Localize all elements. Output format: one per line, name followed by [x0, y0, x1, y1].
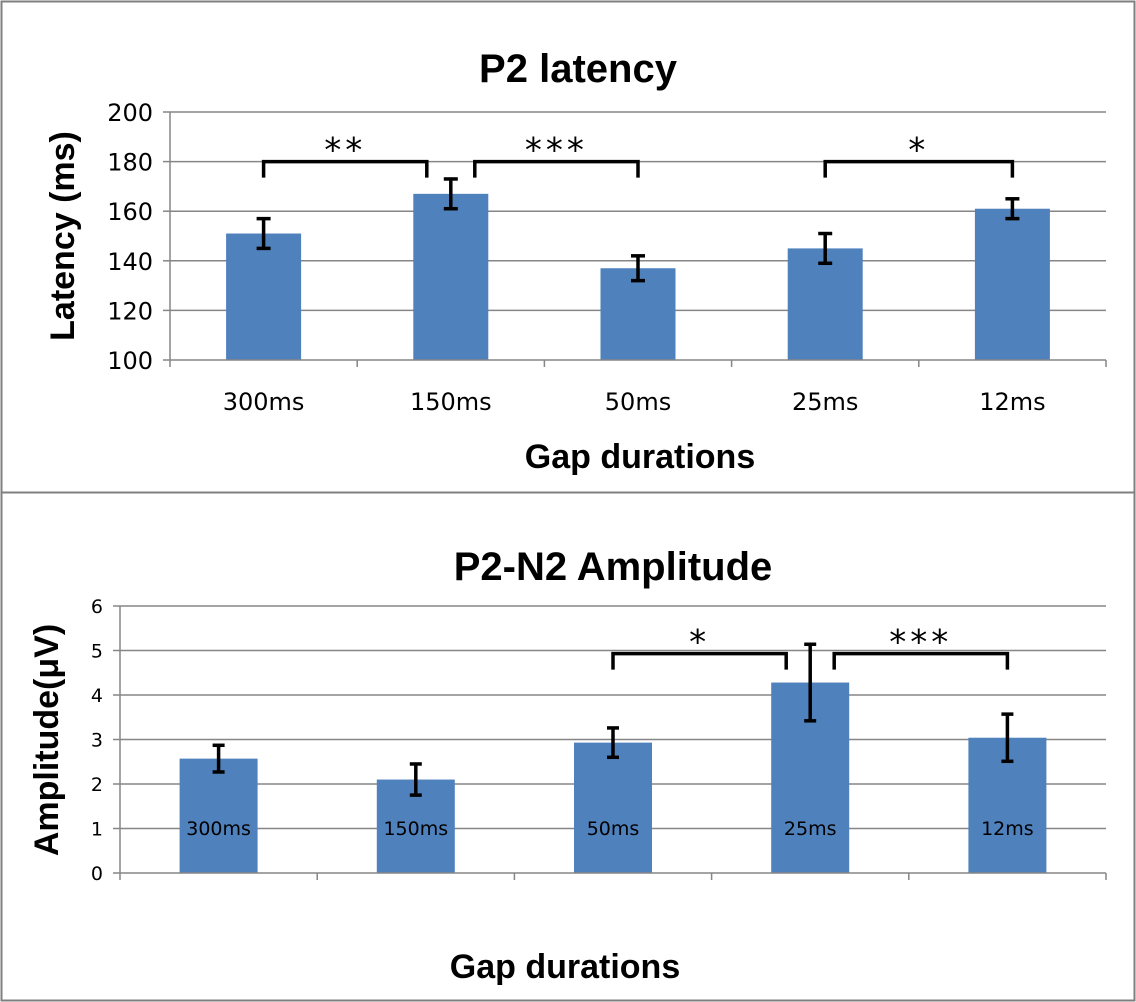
chart1-bars — [226, 193, 1050, 360]
bar-25ms — [787, 248, 863, 360]
significance-label: * — [689, 623, 710, 663]
x-tick-label: 50ms — [587, 818, 640, 840]
chart1-y-axis-title: Latency (ms) — [44, 131, 82, 341]
y-tick-label: 120 — [107, 297, 153, 325]
chart1-error-bars — [256, 177, 1020, 283]
x-tick-label: 12ms — [979, 388, 1045, 416]
x-tick-label: 25ms — [784, 818, 837, 840]
x-tick-label: 50ms — [605, 388, 671, 416]
x-tick-label: 150ms — [383, 818, 448, 840]
chart2-significance: * *** — [611, 623, 1010, 670]
significance-bracket — [473, 159, 640, 178]
chart2-y-axis-title: Amplitude(μV) — [28, 624, 66, 856]
y-tick-label: 4 — [91, 685, 103, 707]
x-tick-label: 12ms — [981, 818, 1034, 840]
significance-label: ** — [324, 131, 366, 171]
bar-50ms — [574, 742, 652, 873]
chart2-bars — [179, 682, 1047, 873]
significance-bracket — [832, 651, 1010, 670]
y-tick-label: 140 — [107, 248, 153, 276]
x-tick-label: 25ms — [792, 388, 858, 416]
chart2-x-tick-labels: 300ms 150ms 50ms 25ms 12ms — [186, 818, 1033, 840]
significance-label: * — [908, 131, 929, 171]
chart1-title: P2 latency — [479, 47, 678, 91]
y-tick-label: 0 — [91, 863, 103, 885]
x-tick-label: 300ms — [186, 818, 251, 840]
significance-bracket — [261, 159, 429, 178]
chart-p2-n2-amplitude: P2-N2 Amplitude 0 1 2 3 4 5 6 300ms 150ms 50ms 25… — [28, 545, 1107, 986]
y-tick-label: 5 — [91, 641, 103, 663]
y-tick-label: 160 — [107, 198, 153, 226]
chart1-axes — [163, 111, 1107, 367]
chart1-significance: ** *** * — [261, 131, 1015, 178]
chart1-x-axis-title: Gap durations — [525, 438, 755, 476]
significance-bracket — [823, 159, 1015, 178]
chart2-axes — [113, 605, 1107, 880]
significance-label: *** — [889, 623, 952, 663]
significance-bracket — [611, 651, 788, 670]
bar-12ms — [974, 208, 1050, 360]
chart2-title: P2-N2 Amplitude — [454, 545, 773, 589]
bar-50ms — [600, 268, 676, 360]
significance-label: *** — [525, 131, 588, 171]
y-tick-label: 1 — [91, 819, 103, 841]
chart2-y-tick-labels: 0 1 2 3 4 5 6 — [91, 596, 103, 885]
bar-300ms — [226, 233, 302, 360]
chart2-x-axis-title: Gap durations — [450, 948, 680, 986]
y-tick-label: 200 — [107, 99, 153, 127]
y-tick-label: 3 — [91, 730, 103, 752]
bar-300ms — [179, 758, 258, 873]
y-tick-label: 100 — [107, 347, 153, 375]
y-tick-label: 6 — [91, 596, 103, 618]
chart2-error-bars — [212, 642, 1014, 797]
x-tick-label: 300ms — [223, 388, 305, 416]
chart1-y-tick-labels: 100 120 140 160 180 200 — [107, 99, 153, 375]
chart2-frame — [0, 491, 1136, 1002]
x-tick-label: 150ms — [410, 388, 492, 416]
chart1-x-tick-labels: 300ms 150ms 50ms 25ms 12ms — [223, 388, 1046, 416]
bar-150ms — [413, 193, 489, 360]
y-tick-label: 180 — [107, 149, 153, 177]
chart-p2-latency: P2 latency 100 120 140 160 180 200 300ms 150ms… — [44, 47, 1107, 476]
y-tick-label: 2 — [91, 774, 103, 796]
